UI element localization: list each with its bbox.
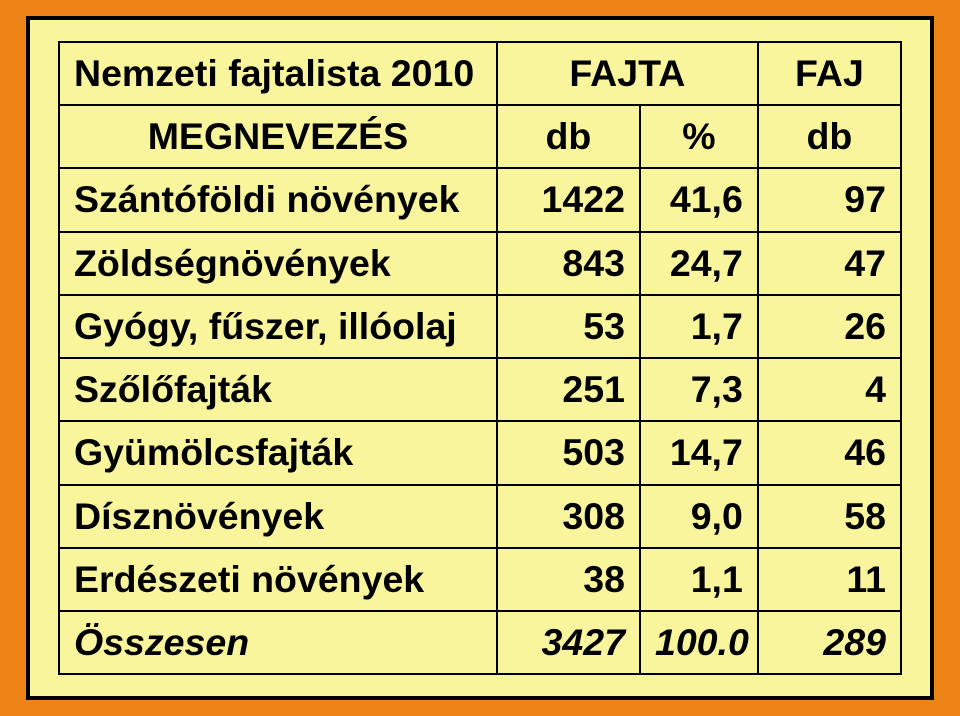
row-pct: 7,3 <box>640 358 758 421</box>
row-faj: 4 <box>758 358 901 421</box>
row-pct: 9,0 <box>640 485 758 548</box>
row-db: 1422 <box>497 168 640 231</box>
row-faj: 58 <box>758 485 901 548</box>
row-label: Gyümölcsfajták <box>59 421 497 484</box>
row-faj: 97 <box>758 168 901 231</box>
total-pct: 100.0 <box>640 611 758 674</box>
fajta-header: FAJTA <box>497 42 758 105</box>
db-header-1: db <box>497 105 640 168</box>
header-row-2: MEGNEVEZÉS db % db <box>59 105 901 168</box>
table-row: Szőlőfajták 251 7,3 4 <box>59 358 901 421</box>
total-row: Összesen 3427 100.0 289 <box>59 611 901 674</box>
total-label: Összesen <box>59 611 497 674</box>
title-cell: Nemzeti fajtalista 2010 <box>59 42 497 105</box>
total-db: 3427 <box>497 611 640 674</box>
row-label: Szőlőfajták <box>59 358 497 421</box>
megnevezes-header: MEGNEVEZÉS <box>59 105 497 168</box>
table-row: Gyógy, fűszer, illóolaj 53 1,7 26 <box>59 295 901 358</box>
total-faj: 289 <box>758 611 901 674</box>
row-faj: 11 <box>758 548 901 611</box>
row-faj: 26 <box>758 295 901 358</box>
fajtalista-table: Nemzeti fajtalista 2010 FAJTA FAJ MEGNEV… <box>58 41 902 676</box>
row-pct: 1,1 <box>640 548 758 611</box>
row-db: 503 <box>497 421 640 484</box>
table-row: Dísznövények 308 9,0 58 <box>59 485 901 548</box>
row-db: 308 <box>497 485 640 548</box>
row-db: 38 <box>497 548 640 611</box>
percent-header: % <box>640 105 758 168</box>
row-db: 251 <box>497 358 640 421</box>
row-label: Dísznövények <box>59 485 497 548</box>
row-db: 53 <box>497 295 640 358</box>
row-faj: 46 <box>758 421 901 484</box>
row-faj: 47 <box>758 232 901 295</box>
row-label: Zöldségnövények <box>59 232 497 295</box>
faj-header: FAJ <box>758 42 901 105</box>
table-row: Szántóföldi növények 1422 41,6 97 <box>59 168 901 231</box>
row-pct: 41,6 <box>640 168 758 231</box>
row-pct: 24,7 <box>640 232 758 295</box>
slide-outer: Nemzeti fajtalista 2010 FAJTA FAJ MEGNEV… <box>0 0 960 716</box>
table-row: Gyümölcsfajták 503 14,7 46 <box>59 421 901 484</box>
row-pct: 14,7 <box>640 421 758 484</box>
table-row: Zöldségnövények 843 24,7 47 <box>59 232 901 295</box>
row-label: Gyógy, fűszer, illóolaj <box>59 295 497 358</box>
db-header-2: db <box>758 105 901 168</box>
row-label: Szántóföldi növények <box>59 168 497 231</box>
header-row-1: Nemzeti fajtalista 2010 FAJTA FAJ <box>59 42 901 105</box>
row-pct: 1,7 <box>640 295 758 358</box>
table-panel: Nemzeti fajtalista 2010 FAJTA FAJ MEGNEV… <box>26 16 934 700</box>
row-label: Erdészeti növények <box>59 548 497 611</box>
row-db: 843 <box>497 232 640 295</box>
table-row: Erdészeti növények 38 1,1 11 <box>59 548 901 611</box>
